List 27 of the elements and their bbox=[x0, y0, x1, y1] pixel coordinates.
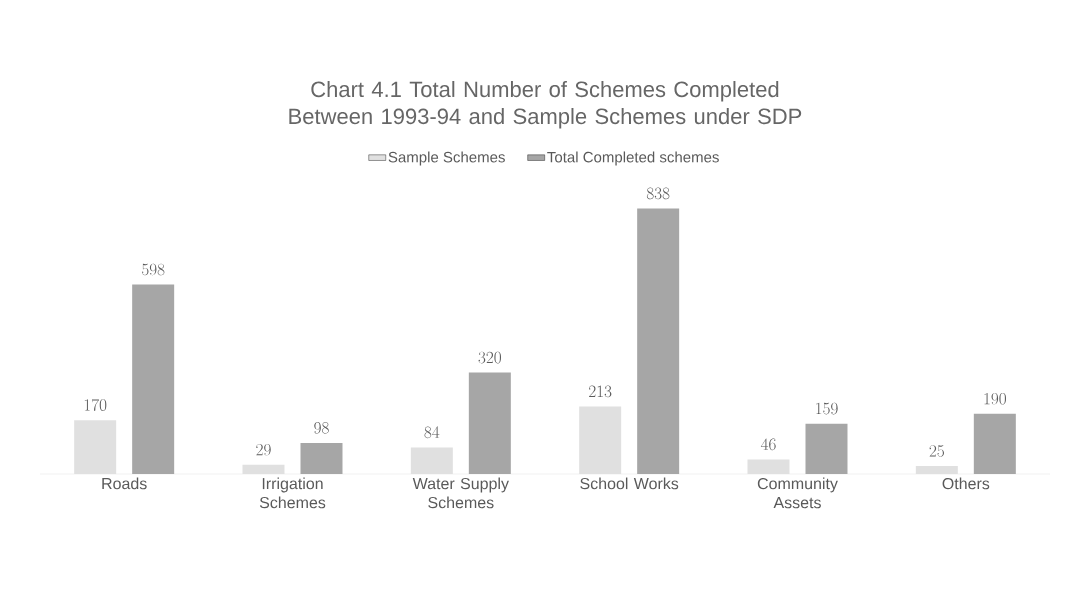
data-label: 598 bbox=[142, 263, 165, 276]
data-label: 159 bbox=[816, 402, 838, 415]
x-tick-label: Water Supply Schemes bbox=[412, 477, 509, 509]
bar bbox=[300, 442, 343, 474]
bar bbox=[973, 413, 1016, 474]
data-label: 838 bbox=[646, 187, 670, 200]
data-label: 98 bbox=[314, 422, 329, 434]
data-label: 25 bbox=[929, 445, 944, 457]
x-tick-label: Others bbox=[942, 477, 990, 490]
data-label: 320 bbox=[478, 351, 501, 364]
data-label: 84 bbox=[424, 426, 440, 439]
x-tick-label: Roads bbox=[102, 477, 147, 490]
bar bbox=[468, 372, 511, 474]
bar bbox=[637, 208, 680, 474]
x-tick-label: School Works bbox=[580, 477, 679, 490]
x-tick-label: Community Assets bbox=[757, 477, 838, 509]
data-label: 29 bbox=[256, 443, 271, 456]
bar bbox=[805, 423, 848, 474]
data-label: 190 bbox=[984, 392, 1006, 405]
legend-label: Total Completed schemes bbox=[547, 151, 719, 166]
data-label: 170 bbox=[84, 398, 107, 411]
data-label: 213 bbox=[589, 385, 612, 398]
bar bbox=[132, 284, 175, 474]
data-label: 46 bbox=[760, 438, 776, 451]
chart-title: Chart 4.1 Total Number of Schemes Completed Between 1993-94 and Sample Schemes under SDP bbox=[289, 81, 802, 129]
x-tick-label: Irrigation Schemes bbox=[259, 477, 326, 509]
legend-label: Sample Schemes bbox=[388, 151, 505, 166]
